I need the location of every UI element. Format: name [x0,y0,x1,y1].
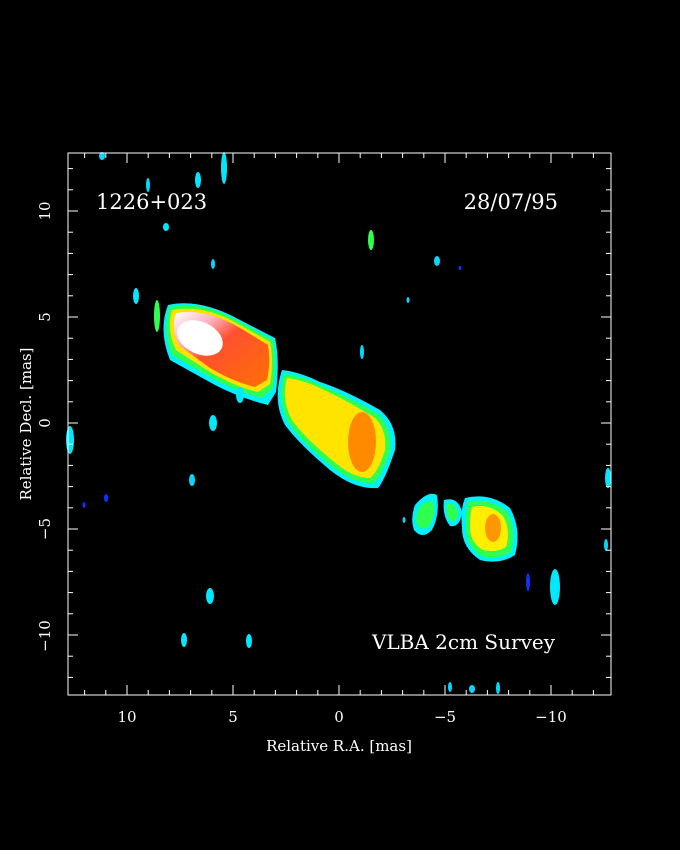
y-tick-label: −5 [36,518,54,540]
y-tick-labels: 10 5 0 −5 −10 [36,201,54,651]
jet-knot-c-green [416,501,435,529]
x-axis-label: Relative R.A. [mas] [266,737,412,755]
x-tick-label: 10 [117,708,136,726]
radio-jet-emission [66,152,611,694]
jet-knot-d-green [446,503,458,522]
y-tick-label: −10 [36,620,54,652]
axis-ticks [68,153,611,695]
y-tick-label: 5 [36,312,54,322]
x-tick-label: −5 [434,708,456,726]
y-tick-label: 10 [36,201,54,220]
y-tick-label: 0 [36,418,54,428]
x-tick-label: 5 [228,708,238,726]
core-peak [177,320,223,356]
x-tick-label: 0 [334,708,344,726]
jet-knot-b-orange [485,514,501,542]
x-tick-label: −10 [535,708,567,726]
jet-knot-a-orange [348,412,376,472]
observation-date: 28/07/95 [464,190,558,214]
source-name: 1226+023 [96,190,207,214]
x-tick-labels: 10 5 0 −5 −10 [117,708,566,726]
y-axis-label: Relative Decl. [mas] [17,347,35,500]
survey-label: VLBA 2cm Survey [371,630,556,654]
